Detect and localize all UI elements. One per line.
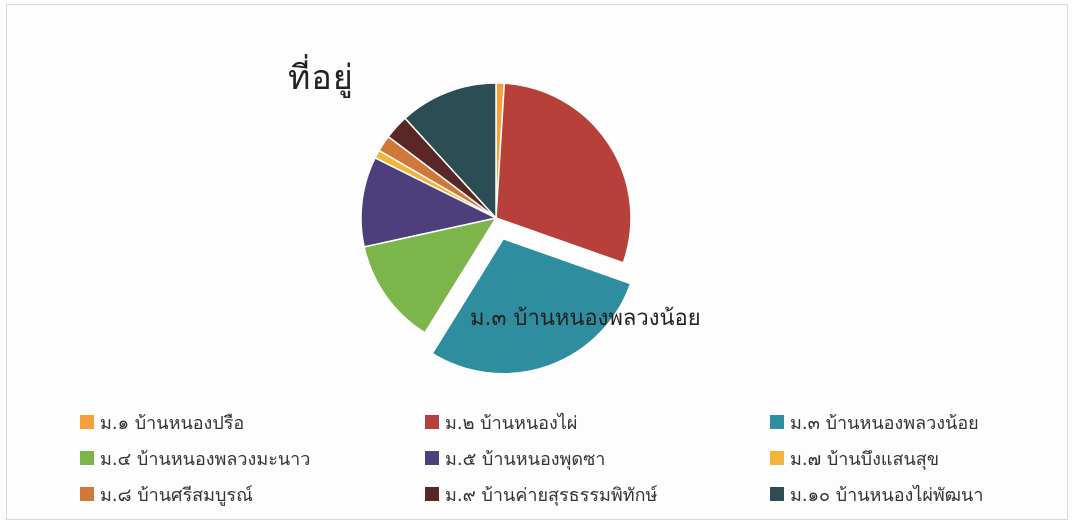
legend-swatch — [425, 451, 439, 465]
legend-swatch — [425, 415, 439, 429]
legend-label: ม.๑๐ บ้านหนองไผ่พัฒนา — [790, 484, 984, 506]
legend-item-5: ม.๕ บ้านหนองพุดซา — [425, 446, 770, 470]
legend-label: ม.๔ บ้านหนองพลวงมะนาว — [100, 448, 311, 470]
pie-slice-3 — [431, 237, 632, 375]
legend-item-9: ม.๑๐ บ้านหนองไผ่พัฒนา — [770, 482, 1060, 506]
legend-swatch — [80, 451, 94, 465]
legend-item-7: ม.๘ บ้านศรีสมบูรณ์ — [80, 482, 425, 506]
legend: ม.๑ บ้านหนองปรือ ม.๒ บ้านหนองไผ่ ม.๓ บ้านห… — [80, 410, 1060, 506]
legend-swatch — [770, 415, 784, 429]
legend-label: ม.๑ บ้านหนองปรือ — [100, 412, 245, 434]
legend-item-1: ม.๑ บ้านหนองปรือ — [80, 410, 425, 434]
pie-slice-2 — [495, 82, 632, 264]
legend-label: ม.๒ บ้านหนองไผ่ — [445, 412, 578, 434]
legend-swatch — [80, 415, 94, 429]
legend-swatch — [770, 487, 784, 501]
exploded-slice-label: ม.๓ บ้านหนองพลวงน้อย — [470, 306, 701, 331]
legend-label: ม.๙ บ้านค่ายสุรธรรมพิทักษ์ — [445, 484, 658, 506]
legend-label: ม.๓ บ้านหนองพลวงน้อย — [790, 412, 979, 434]
legend-label: ม.๕ บ้านหนองพุดซา — [445, 448, 606, 470]
pie-slice-5 — [360, 156, 499, 248]
chart-title: ที่อยู่ — [288, 58, 354, 98]
legend-label: ม.๗ บ้านบึงแสนสุข — [790, 448, 940, 470]
legend-item-8: ม.๙ บ้านค่ายสุรธรรมพิทักษ์ — [425, 482, 770, 506]
legend-item-2: ม.๒ บ้านหนองไผ่ — [425, 410, 770, 434]
legend-item-6: ม.๗ บ้านบึงแสนสุข — [770, 446, 1060, 470]
legend-swatch — [770, 451, 784, 465]
legend-label: ม.๘ บ้านศรีสมบูรณ์ — [100, 484, 253, 506]
legend-swatch — [80, 487, 94, 501]
pie-slice-4 — [363, 216, 498, 334]
legend-item-3: ม.๓ บ้านหนองพลวงน้อย — [770, 410, 1060, 434]
pie-slice-9 — [403, 82, 497, 220]
legend-item-4: ม.๔ บ้านหนองพลวงมะนาว — [80, 446, 425, 470]
legend-swatch — [425, 487, 439, 501]
